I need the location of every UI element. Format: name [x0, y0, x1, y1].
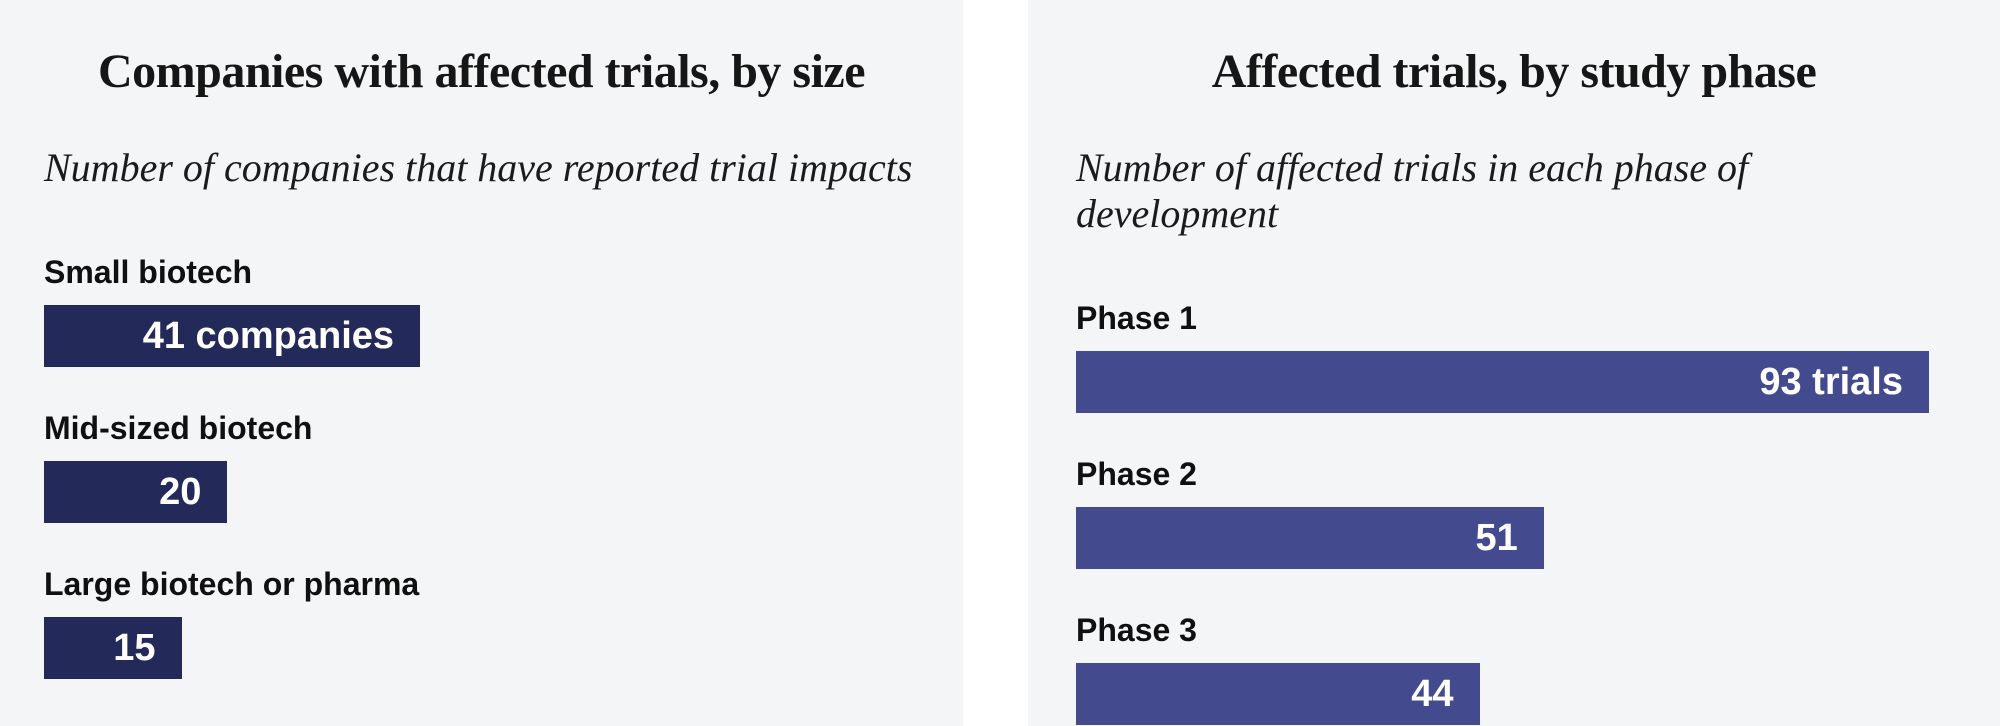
- category-label: Phase 1: [1076, 300, 1197, 337]
- bar-phase-3: 44: [1076, 663, 1480, 726]
- bar-value-label: 41 companies: [142, 314, 395, 357]
- bar-row: Small biotech 41 companies: [44, 253, 919, 368]
- chart-panel-companies: Companies with affected trials, by size …: [0, 0, 963, 726]
- bar-value-label: 15: [113, 626, 156, 669]
- bar-track: 51: [1076, 507, 1929, 570]
- bar-large-biotech-or-pharma: 15: [44, 617, 182, 680]
- bar-small-biotech: 41 companies: [44, 305, 421, 368]
- chart-panel-phases: Affected trials, by study phase Number o…: [1028, 0, 2000, 726]
- category-label: Small biotech: [44, 254, 253, 291]
- bar-value-label: 51: [1475, 516, 1518, 559]
- bar-track: 15: [44, 617, 897, 680]
- bar-value-label: 20: [159, 470, 202, 513]
- category-label: Large biotech or pharma: [44, 566, 420, 603]
- bar-row: Phase 3 44: [1076, 611, 1952, 726]
- bar-track: 20: [44, 461, 897, 524]
- chart-subtitle: Number of affected trials in each phase …: [1076, 145, 1749, 237]
- bar-row: Mid-sized biotech 20: [44, 409, 919, 524]
- bar-row: Phase 2 51: [1076, 455, 1952, 570]
- bar-value-label: 44: [1411, 672, 1454, 715]
- bar-phase-1: 93 trials: [1076, 351, 1929, 414]
- bar-track: 41 companies: [44, 305, 897, 368]
- bar-value-label: 93 trials: [1759, 360, 1903, 403]
- panel-divider: [963, 0, 1028, 726]
- bar-row: Large biotech or pharma 15: [44, 565, 919, 680]
- category-label: Mid-sized biotech: [44, 410, 313, 447]
- bar-chart: Phase 1 93 trials Phase 2 51 Phase 3: [1076, 299, 1952, 726]
- category-label: Phase 2: [1076, 456, 1197, 493]
- bar-phase-2: 51: [1076, 507, 1544, 570]
- chart-title: Affected trials, by study phase: [1211, 45, 1817, 98]
- category-label: Phase 3: [1076, 612, 1197, 649]
- bar-mid-sized-biotech: 20: [44, 461, 228, 524]
- bar-row: Phase 1 93 trials: [1076, 299, 1952, 414]
- bar-track: 93 trials: [1076, 351, 1929, 414]
- chart-subtitle: Number of companies that have reported t…: [44, 145, 913, 191]
- chart-title: Companies with affected trials, by size: [97, 45, 866, 98]
- bar-track: 44: [1076, 663, 1929, 726]
- bar-chart: Small biotech 41 companies Mid-sized bio…: [44, 253, 919, 680]
